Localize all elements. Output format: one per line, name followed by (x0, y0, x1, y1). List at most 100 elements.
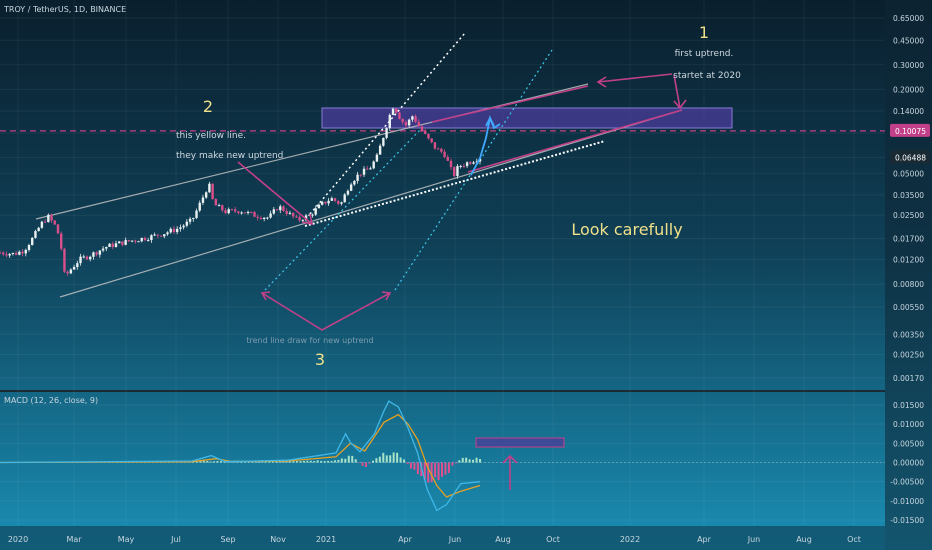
price-tick-label: 0.45000 (893, 36, 924, 45)
macd-histogram-bar (323, 461, 326, 463)
macd-histogram-bar (320, 460, 323, 463)
macd-histogram-bar (368, 462, 371, 464)
magenta-arrow-2 (237, 161, 313, 225)
candle-body (436, 148, 440, 150)
candle-body (346, 190, 350, 195)
candle-body (182, 225, 185, 228)
candle-body (453, 167, 456, 177)
macd-histogram-bar (396, 452, 399, 463)
time-axis-bg (0, 526, 885, 550)
macd-histogram-bar (399, 457, 402, 463)
macd-histogram-bar (292, 461, 295, 463)
candle-body (169, 228, 172, 233)
macd-histogram-bar (361, 462, 364, 466)
candle-body (0, 252, 2, 254)
candle-body (378, 145, 382, 155)
candle-body (18, 251, 21, 255)
macd-histogram-bar (392, 452, 395, 463)
candle-body (85, 256, 89, 260)
candle-body (156, 234, 160, 236)
candle-body (2, 252, 5, 255)
candle-body (40, 221, 44, 228)
macd-histogram-bar (416, 462, 419, 475)
macd-line (0, 400, 481, 512)
candle-body (175, 228, 179, 233)
candle-body (21, 251, 24, 254)
candle-body (127, 240, 131, 242)
candle-body (250, 211, 253, 213)
candle-body (395, 108, 398, 113)
macd-histogram-bar (209, 461, 212, 463)
time-tick-label: Aug (796, 535, 812, 544)
time-tick-label: Sep (220, 535, 235, 544)
candle-body (324, 201, 327, 204)
candle-body (337, 200, 340, 204)
price-tick-label: 0.00800 (893, 280, 924, 289)
candle-body (262, 217, 266, 219)
macd-histogram-bar (309, 460, 312, 463)
candle-body (449, 160, 453, 168)
candle-body (301, 220, 305, 222)
price-tick-label: 0.05000 (893, 169, 924, 178)
channel-lower-line (59, 109, 683, 298)
macd-histogram-bar (413, 462, 416, 470)
macd-histogram-bar (479, 458, 481, 463)
candle-body (478, 158, 482, 162)
macd-histogram-bar (282, 460, 285, 463)
macd-histogram-bar (385, 455, 388, 463)
macd-tick-label: 0.01500 (893, 401, 924, 410)
candle-body (217, 205, 221, 207)
candle-body (327, 200, 330, 204)
candle-body (140, 237, 143, 242)
time-tick-label: Oct (546, 535, 560, 544)
macd-histogram-bar (389, 455, 392, 463)
candle-body (259, 217, 263, 219)
time-tick-label: 2020 (8, 535, 28, 544)
candle-body (414, 116, 417, 122)
candle-body (411, 116, 414, 120)
candle-body (317, 204, 321, 209)
macd-histogram-bar (264, 461, 267, 463)
candle-body (95, 252, 98, 255)
candle-body (382, 137, 385, 146)
candle-body (369, 168, 372, 170)
candle-body (340, 202, 343, 204)
candle-body (79, 256, 82, 264)
annotation-note-2b: they make new uptrend (176, 151, 283, 161)
candle-body (372, 161, 375, 169)
macd-histogram-bar (468, 459, 471, 463)
candle-body (14, 252, 18, 255)
candle-body (343, 194, 346, 203)
macd-histogram-bar (451, 462, 454, 466)
macd-tick-label: -0.01000 (890, 497, 924, 506)
candle-body (417, 121, 420, 127)
time-tick-label: Jun (747, 535, 761, 544)
candle-body (472, 162, 475, 164)
macd-histogram-bar (423, 462, 426, 480)
macd-histogram-bar (375, 458, 378, 463)
candle-body (11, 252, 15, 254)
macd-histogram-bar (461, 457, 464, 463)
annotation-label-1: 1 (699, 23, 709, 42)
candle-body (56, 224, 60, 234)
macd-histogram-bar (220, 461, 223, 463)
candle-body (221, 205, 224, 211)
time-tick-label: Apr (398, 535, 413, 544)
candle-body (256, 216, 259, 218)
macd-histogram-bar (465, 457, 468, 463)
candle-body (114, 243, 118, 247)
time-tick-label: Jun (448, 535, 462, 544)
candle-body (134, 240, 137, 242)
candle-body (279, 206, 282, 211)
candle-body (353, 180, 356, 185)
price-tick-label: 0.00170 (893, 374, 924, 383)
candle-body (440, 148, 443, 152)
magenta-arrowhead-2 (301, 213, 314, 226)
time-tick-label: Mar (66, 535, 82, 544)
candle-body (240, 212, 243, 214)
candle-body (8, 253, 11, 256)
macd-histogram-bar (202, 460, 205, 463)
macd-histogram-bar (406, 462, 409, 464)
macd-histogram-bar (430, 462, 433, 483)
